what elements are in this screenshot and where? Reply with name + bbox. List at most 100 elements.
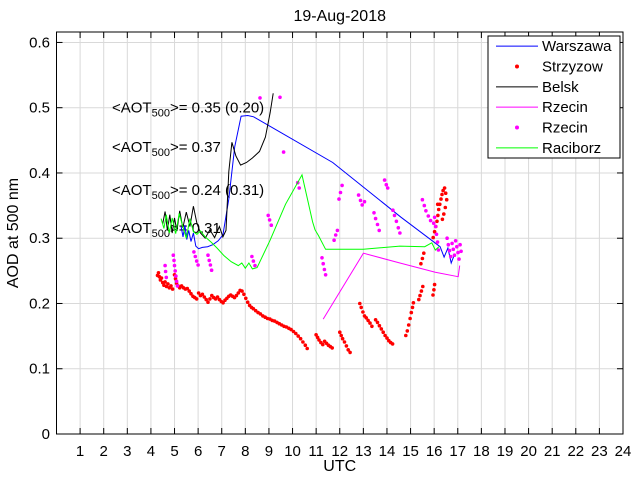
data-dot bbox=[348, 350, 352, 355]
data-dot bbox=[384, 182, 389, 187]
data-dot bbox=[360, 203, 365, 207]
data-dot bbox=[438, 202, 442, 207]
x-tick-label: 24 bbox=[615, 443, 632, 460]
data-dot bbox=[321, 261, 326, 266]
data-dot bbox=[338, 190, 343, 195]
x-tick-label: 6 bbox=[194, 443, 202, 460]
data-dot bbox=[164, 275, 169, 280]
x-tick-label: 18 bbox=[473, 443, 490, 460]
data-dot bbox=[433, 224, 438, 229]
data-dot bbox=[373, 216, 378, 221]
data-dot bbox=[394, 219, 399, 224]
data-dot bbox=[242, 292, 246, 297]
data-dot bbox=[392, 213, 397, 218]
y-tick-label: 0.4 bbox=[29, 165, 50, 182]
data-dot bbox=[236, 291, 241, 295]
data-dot bbox=[432, 288, 436, 292]
legend-dot-sample bbox=[515, 125, 519, 130]
legend-label: Belsk bbox=[542, 79, 579, 96]
x-tick-label: 22 bbox=[567, 443, 584, 460]
x-tick-label: 19 bbox=[497, 443, 514, 460]
data-dot bbox=[253, 308, 258, 313]
data-dot bbox=[193, 254, 198, 259]
x-tick-label: 7 bbox=[218, 443, 226, 460]
x-tick-label: 23 bbox=[591, 443, 608, 460]
data-dot bbox=[163, 280, 167, 284]
x-tick-label: 21 bbox=[544, 443, 561, 460]
legend-label: Raciborz bbox=[542, 140, 601, 157]
data-dot bbox=[451, 247, 456, 252]
data-dot bbox=[289, 327, 293, 332]
data-dot bbox=[156, 271, 161, 275]
data-dot bbox=[459, 249, 463, 254]
data-dot bbox=[419, 289, 424, 293]
legend-entry-belsk-line: Belsk bbox=[496, 79, 579, 96]
data-dot bbox=[453, 239, 458, 243]
series-rzecin-line bbox=[322, 252, 461, 320]
data-dot bbox=[330, 346, 335, 350]
data-dot bbox=[385, 336, 389, 340]
data-dot bbox=[390, 342, 395, 346]
data-dot bbox=[208, 297, 212, 301]
data-dot bbox=[428, 218, 433, 223]
x-tick-label: 5 bbox=[170, 443, 178, 460]
data-dot bbox=[379, 327, 384, 331]
data-dot bbox=[431, 293, 435, 297]
data-dot bbox=[368, 321, 372, 325]
data-dot bbox=[305, 346, 310, 351]
data-dot bbox=[266, 213, 271, 218]
data-dot bbox=[366, 318, 370, 323]
data-dot bbox=[450, 241, 454, 246]
data-dot bbox=[448, 254, 453, 259]
data-dot bbox=[381, 330, 386, 335]
data-dot bbox=[411, 301, 416, 305]
data-dot bbox=[340, 183, 344, 188]
data-dot bbox=[169, 284, 173, 288]
data-dot bbox=[301, 340, 305, 344]
data-dot bbox=[440, 192, 444, 197]
data-dot bbox=[396, 226, 401, 230]
y-tick-label: 0.1 bbox=[29, 361, 50, 378]
data-dot bbox=[362, 199, 367, 204]
data-dot bbox=[340, 336, 345, 341]
data-dot bbox=[172, 263, 177, 268]
x-tick-label: 9 bbox=[265, 443, 273, 460]
data-dot bbox=[419, 261, 423, 266]
data-dot bbox=[215, 295, 220, 299]
data-dot bbox=[375, 222, 380, 227]
data-dot bbox=[421, 284, 425, 289]
data-dot bbox=[457, 257, 461, 261]
data-dot bbox=[206, 253, 210, 257]
chart-title: 19-Aug-2018 bbox=[293, 8, 386, 25]
legend-entry-strzyzow-dot: Strzyzow bbox=[515, 59, 603, 76]
data-dot bbox=[245, 300, 250, 305]
data-dot bbox=[200, 292, 205, 297]
data-dot bbox=[364, 316, 369, 320]
data-dot bbox=[339, 333, 344, 338]
data-dot bbox=[377, 323, 382, 328]
x-tick-label: 17 bbox=[449, 443, 466, 460]
legend-entry-warszawa-line: Warszawa bbox=[496, 38, 612, 55]
series-warszawa-line-path bbox=[180, 114, 455, 265]
legend-label: Strzyzow bbox=[542, 59, 603, 76]
data-dot bbox=[408, 316, 412, 321]
x-tick-label: 11 bbox=[308, 443, 324, 460]
data-dot bbox=[445, 236, 449, 240]
data-dot bbox=[344, 344, 349, 348]
data-dot bbox=[424, 209, 428, 213]
data-dot bbox=[385, 186, 390, 190]
tick-labels: 1 2 3 4 5 6 7 8 9 10 11 12 13 14 15 16 17 18 19 20 21 22 23 240… bbox=[29, 34, 631, 460]
data-dot bbox=[442, 186, 447, 190]
data-dot bbox=[321, 342, 325, 347]
data-dot bbox=[221, 301, 225, 305]
annotation-aot500-2: <AOT500>= 0.37 bbox=[112, 139, 221, 159]
data-dot bbox=[314, 333, 318, 337]
data-dot bbox=[418, 293, 422, 298]
data-dot bbox=[278, 95, 282, 100]
data-dot bbox=[253, 263, 257, 268]
data-dot bbox=[240, 289, 244, 293]
data-dot bbox=[171, 253, 176, 257]
gridlines bbox=[56, 32, 623, 434]
data-dot bbox=[317, 338, 321, 342]
data-dot bbox=[250, 254, 254, 259]
